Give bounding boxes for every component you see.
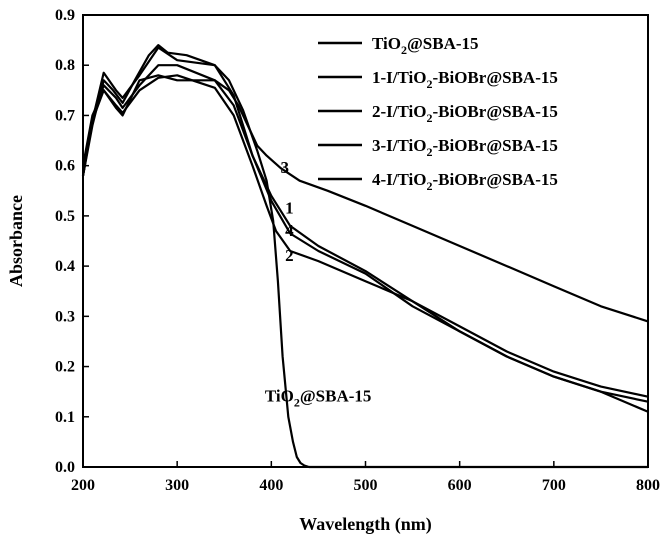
legend-label-3-prefix: 3-I/TiO bbox=[372, 136, 426, 155]
legend-label-2-prefix: 2-I/TiO bbox=[372, 102, 426, 121]
curve-label-tio2-suffix: @SBA-15 bbox=[300, 387, 372, 406]
curve-label-tio2-prefix: TiO bbox=[265, 387, 294, 406]
legend-label-1-prefix: 1-I/TiO bbox=[372, 68, 426, 87]
curve-label-4: 4 bbox=[285, 221, 294, 240]
y-axis-title: Absorbance bbox=[6, 195, 26, 287]
x-tick-label: 700 bbox=[542, 477, 566, 494]
legend-label-0-suffix: @SBA-15 bbox=[407, 34, 479, 53]
x-tick-label: 400 bbox=[259, 477, 283, 494]
legend-label-1-suffix: -BiOBr@SBA-15 bbox=[432, 68, 557, 87]
legend-label-3: 3-I/TiO2-BiOBr@SBA-15 bbox=[372, 136, 558, 159]
legend-label-0: TiO2@SBA-15 bbox=[372, 34, 479, 57]
legend-label-4-suffix: -BiOBr@SBA-15 bbox=[432, 170, 557, 189]
legend-label-4: 4-I/TiO2-BiOBr@SBA-15 bbox=[372, 170, 558, 193]
curve-label-tio2: TiO2@SBA-15 bbox=[265, 387, 372, 410]
y-tick-label: 0.2 bbox=[55, 359, 75, 376]
curve-label-2: 2 bbox=[285, 246, 294, 265]
y-tick-label: 0.6 bbox=[55, 158, 75, 175]
legend-label-1: 1-I/TiO2-BiOBr@SBA-15 bbox=[372, 68, 558, 91]
legend-label-2: 2-I/TiO2-BiOBr@SBA-15 bbox=[372, 102, 558, 125]
y-tick-label: 0.4 bbox=[55, 258, 75, 275]
y-tick-label: 0.1 bbox=[55, 409, 75, 426]
curve-label-1: 1 bbox=[285, 198, 294, 217]
y-tick-label: 0.8 bbox=[55, 57, 75, 74]
y-tick-label: 0.9 bbox=[55, 7, 75, 24]
legend-label-4-prefix: 4-I/TiO bbox=[372, 170, 426, 189]
y-tick-label: 0.0 bbox=[55, 459, 75, 476]
curve-label-3: 3 bbox=[280, 158, 289, 177]
y-tick-label: 0.5 bbox=[55, 208, 75, 225]
series-line-2 bbox=[83, 75, 648, 412]
legend: TiO2@SBA-15 1-I/TiO2-BiOBr@SBA-15 2-I/TiO2… bbox=[318, 34, 558, 193]
legend-label-0-prefix: TiO bbox=[372, 34, 401, 53]
legend-label-3-suffix: -BiOBr@SBA-15 bbox=[432, 136, 557, 155]
x-tick-label: 300 bbox=[165, 477, 189, 494]
legend-label-2-suffix: -BiOBr@SBA-15 bbox=[432, 102, 557, 121]
x-tick-label: 800 bbox=[636, 477, 660, 494]
x-axis-title: Wavelength (nm) bbox=[299, 514, 432, 535]
absorbance-chart: 200 300 400 500 600 700 800 0.0 0.1 0.2 0.3 0.4 0.5 0… bbox=[0, 0, 671, 543]
x-tick-label: 500 bbox=[354, 477, 378, 494]
series-line-4 bbox=[83, 48, 648, 402]
y-tick-label: 0.3 bbox=[55, 308, 75, 325]
series-line-3 bbox=[83, 75, 648, 321]
series-line-1 bbox=[83, 65, 648, 397]
annotations: 3 1 4 2 TiO2@SBA-15 bbox=[265, 158, 372, 410]
x-tick-label: 200 bbox=[71, 477, 95, 494]
x-tick-label: 600 bbox=[448, 477, 472, 494]
y-tick-label: 0.7 bbox=[55, 107, 75, 124]
